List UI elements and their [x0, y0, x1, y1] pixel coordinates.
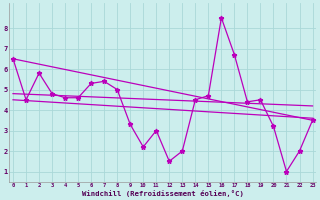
X-axis label: Windchill (Refroidissement éolien,°C): Windchill (Refroidissement éolien,°C)	[82, 190, 244, 197]
